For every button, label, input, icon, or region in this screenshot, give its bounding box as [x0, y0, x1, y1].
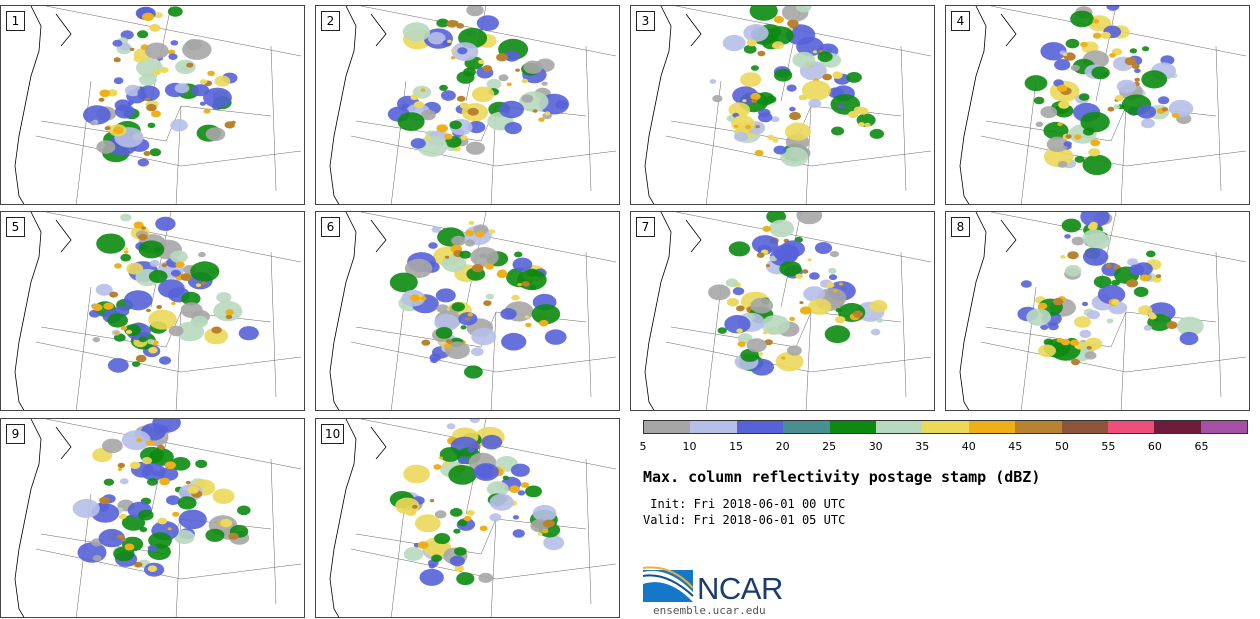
member-number-label: 7: [636, 217, 655, 237]
ncar-logo-icon: [643, 566, 694, 602]
member-number-label: 3: [636, 11, 655, 31]
reflectivity-map: [14, 419, 302, 617]
reflectivity-map: [959, 6, 1247, 204]
reflectivity-map: [644, 212, 932, 410]
map-panel-4[interactable]: 4: [945, 5, 1250, 205]
colorbar-segment-12: [1200, 421, 1248, 433]
colorbar-segment-11: [1154, 421, 1201, 433]
map-panel-2[interactable]: 2: [315, 5, 620, 205]
valid-time: Valid: Fri 2018-06-01 05 UTC: [643, 513, 846, 527]
colorbar-tick-label: 25: [822, 440, 837, 453]
map-panel-10[interactable]: 10: [315, 418, 620, 618]
colorbar-tick-label: 5: [639, 440, 647, 453]
colorbar-tick-label: 55: [1101, 440, 1116, 453]
colorbar-segment-8: [1015, 421, 1062, 433]
member-number-label: 2: [321, 11, 340, 31]
colorbar-segment-9: [1061, 421, 1108, 433]
reflectivity-map: [14, 212, 302, 410]
colorbar-segment-10: [1107, 421, 1155, 433]
colorbar-segment-7: [968, 421, 1016, 433]
reflectivity-map: [644, 6, 932, 204]
colorbar-tick-label: 50: [1054, 440, 1069, 453]
colorbar-tick-label: 15: [729, 440, 744, 453]
map-panel-3[interactable]: 3: [630, 5, 935, 205]
reflectivity-map: [329, 419, 617, 617]
member-number-label: 6: [321, 217, 340, 237]
member-number-label: 4: [951, 11, 970, 31]
colorbar-segment-5: [875, 421, 923, 433]
colorbar-segment-4: [829, 421, 876, 433]
member-number-label: 1: [6, 11, 25, 31]
reflectivity-map: [14, 6, 302, 204]
colorbar-tick-label: 45: [1008, 440, 1023, 453]
member-number-label: 8: [951, 217, 970, 237]
colorbar-tick-label: 35: [915, 440, 930, 453]
map-panel-9[interactable]: 9: [0, 418, 305, 618]
map-panel-8[interactable]: 8: [945, 211, 1250, 411]
colorbar-segment-2: [736, 421, 784, 433]
map-panel-5[interactable]: 5: [0, 211, 305, 411]
reflectivity-colorbar: [643, 420, 1248, 434]
colorbar-segment-0: [644, 421, 691, 433]
colorbar-segment-6: [922, 421, 969, 433]
reflectivity-map: [959, 212, 1247, 410]
colorbar-tick-label: 10: [682, 440, 697, 453]
colorbar-tick-label: 30: [868, 440, 883, 453]
init-time: Init: Fri 2018-06-01 00 UTC: [643, 497, 846, 511]
member-number-label: 9: [6, 424, 25, 444]
reflectivity-map: [329, 212, 617, 410]
colorbar-segment-1: [690, 421, 737, 433]
colorbar-segment-3: [783, 421, 830, 433]
colorbar-tick-label: 40: [961, 440, 976, 453]
member-number-label: 5: [6, 217, 25, 237]
colorbar-tick-labels: 5 10 15 20 25 30 35 40 45 50 55 60 65: [639, 440, 1248, 454]
colorbar-tick-label: 60: [1147, 440, 1162, 453]
colorbar-tick-label: 20: [775, 440, 790, 453]
figure-title: Max. column reflectivity postage stamp (…: [643, 468, 1041, 486]
member-number-label: 10: [321, 424, 345, 444]
colorbar-tick-label: 65: [1194, 440, 1209, 453]
reflectivity-map: [329, 6, 617, 204]
site-url: ensemble.ucar.edu: [653, 604, 766, 617]
ncar-logo-text: NCAR: [697, 571, 783, 606]
map-panel-7[interactable]: 7: [630, 211, 935, 411]
map-panel-1[interactable]: 1: [0, 5, 305, 205]
map-panel-6[interactable]: 6: [315, 211, 620, 411]
